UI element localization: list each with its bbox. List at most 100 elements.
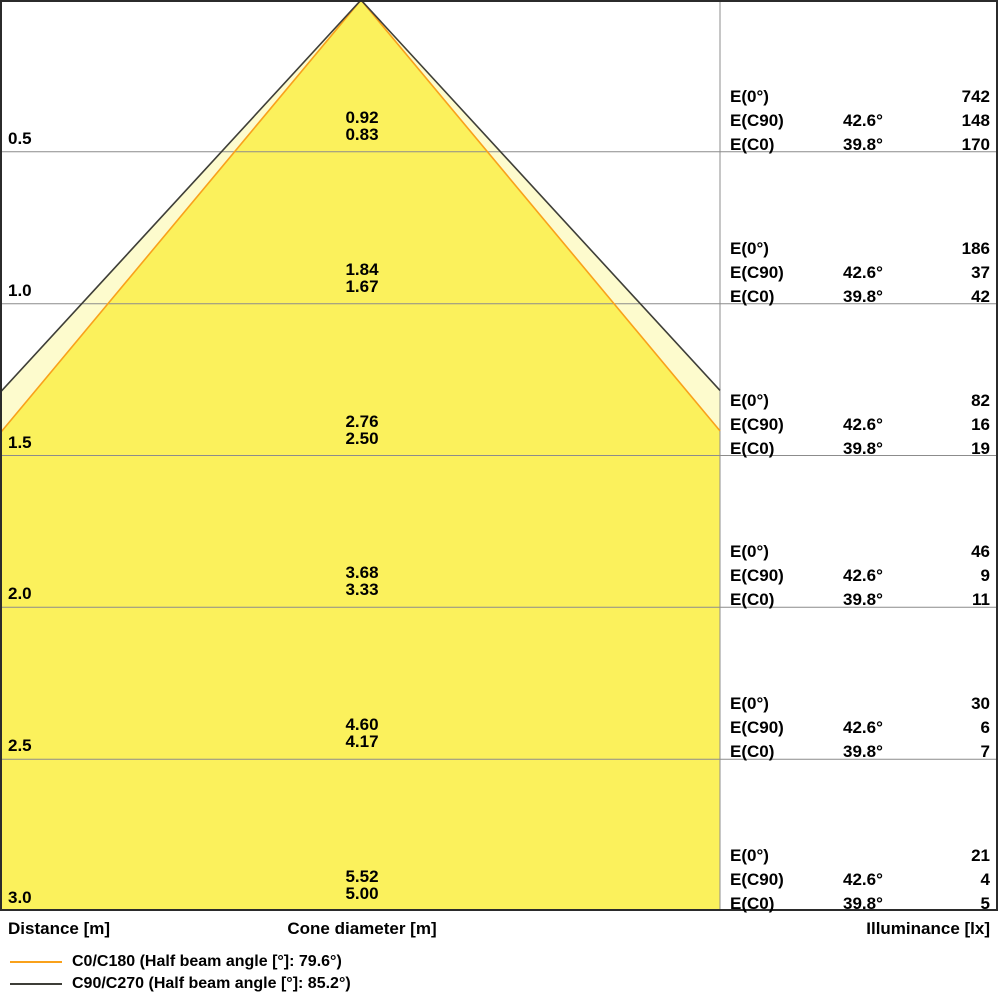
distance-label: 2.0 — [8, 584, 32, 604]
e0-label: E(0°) — [730, 694, 769, 714]
ec90-row: E(C90) 42.6° 4 — [730, 868, 990, 892]
e0-angle — [843, 85, 928, 109]
ec0-angle: 39.8° — [843, 438, 883, 458]
ec90-angle: 42.6° — [843, 262, 883, 282]
ec90-label: E(C90) — [730, 718, 784, 738]
ec90-row: E(C90) 42.6° 6 — [730, 716, 990, 740]
ec0-label: E(C0) — [730, 438, 775, 458]
diameter-c90-value: 4.60 — [345, 715, 379, 735]
c90c270-line-swatch — [10, 983, 62, 985]
distance-label: 0.5 — [8, 128, 32, 148]
legend-label: C0/C180 (Half beam angle [°]: 79.6°) — [72, 953, 342, 970]
ec0-row: E(C0) 39.8° 11 — [730, 588, 990, 612]
ec90-value: 16 — [971, 414, 990, 434]
ec90-row: E(C90) 42.6° 16 — [730, 413, 990, 437]
illuminance-block: E(0°) 82 E(C90) 42.6° 16 E(C0) 39.8° 19 — [730, 389, 990, 461]
ec0-value: 170 — [961, 134, 990, 154]
e0-label: E(0°) — [730, 542, 769, 562]
illuminance-block: E(0°) 46 E(C90) 42.6° 9 E(C0) 39.8° 11 — [730, 540, 990, 612]
ec0-row: E(C0) 39.8° 42 — [730, 285, 990, 309]
distance-label: 3.0 — [8, 888, 32, 907]
cone-c90-edge-right — [360, 0, 721, 391]
ec0-label: E(C0) — [730, 590, 775, 610]
cone-diameter-values: 5.52 5.00 — [262, 868, 462, 902]
cone-diagram-chart: 0.5 0.92 0.83 E(0°) 742 E(C90) 42.6° 148 E(C0) 39… — [0, 0, 998, 913]
ec0-value: 5 — [980, 894, 990, 913]
ec90-row: E(C90) 42.6° 37 — [730, 261, 990, 285]
ec90-value: 9 — [980, 566, 990, 586]
ec90-label: E(C90) — [730, 566, 784, 586]
ec90-angle: 42.6° — [843, 110, 883, 130]
ec0-value: 7 — [980, 742, 990, 762]
ec0-value: 19 — [971, 438, 990, 458]
ec90-row: E(C90) 42.6° 9 — [730, 564, 990, 588]
gridlines — [0, 151, 998, 760]
cone-c90-edge-left — [0, 0, 362, 394]
cone-plot — [0, 0, 998, 911]
e0-label: E(0°) — [730, 86, 769, 106]
ec0-label: E(C0) — [730, 286, 775, 306]
diameter-c90-value: 0.92 — [345, 107, 379, 127]
ec90-label: E(C90) — [730, 870, 784, 889]
ec0-label: E(C0) — [730, 134, 775, 154]
legend-label: C90/C270 (Half beam angle [°]: 85.2°) — [72, 975, 351, 992]
e0-row: E(0°) 186 — [730, 237, 990, 261]
e0-row: E(0°) 46 — [730, 540, 990, 564]
e0-angle — [843, 692, 928, 716]
diameter-c90-value: 3.68 — [345, 563, 379, 583]
illuminance-block: E(0°) 186 E(C90) 42.6° 37 E(C0) 39.8° 42 — [730, 237, 990, 309]
e0-label: E(0°) — [730, 390, 769, 410]
e0-value: 82 — [971, 390, 990, 410]
cone-diameter-values: 1.84 1.67 — [262, 261, 462, 295]
e0-angle — [843, 540, 928, 564]
cone-diameter-values: 2.76 2.50 — [262, 413, 462, 447]
c0c180-line-swatch — [10, 961, 62, 963]
illuminance-block: E(0°) 21 E(C90) 42.6° 4 E(C0) 39.8° 5 — [730, 844, 990, 916]
ec90-label: E(C90) — [730, 110, 784, 130]
diameter-c0-value: 3.33 — [345, 580, 379, 600]
ec90-angle: 42.6° — [843, 870, 883, 889]
axis-caption-row: Distance [m] Cone diameter [m] Illuminan… — [0, 919, 998, 939]
ec0-label: E(C0) — [730, 742, 775, 762]
cone-c0-edge-right — [360, 0, 721, 432]
ec0-row: E(C0) 39.8° 19 — [730, 437, 990, 461]
cone-c0-edge-left — [0, 0, 362, 434]
e0-row: E(0°) 21 — [730, 844, 990, 868]
ec90-value: 6 — [980, 718, 990, 738]
ec0-angle: 39.8° — [843, 286, 883, 306]
e0-value: 30 — [971, 694, 990, 714]
cone-diameter-values: 3.68 3.33 — [262, 564, 462, 598]
ec90-angle: 42.6° — [843, 414, 883, 434]
ec0-angle: 39.8° — [843, 134, 883, 154]
legend: C0/C180 (Half beam angle [°]: 79.6°) C90… — [10, 951, 351, 995]
illuminance-block: E(0°) 30 E(C90) 42.6° 6 E(C0) 39.8° 7 — [730, 692, 990, 764]
cone-diameter-values: 4.60 4.17 — [262, 716, 462, 750]
diameter-c0-value: 5.00 — [345, 884, 379, 903]
ec0-angle: 39.8° — [843, 894, 883, 913]
ec0-value: 11 — [972, 590, 990, 610]
legend-entry-c0c180: C0/C180 (Half beam angle [°]: 79.6°) — [10, 951, 351, 973]
e0-angle — [843, 844, 928, 868]
diameter-c0-value: 2.50 — [345, 428, 379, 448]
e0-angle — [843, 237, 928, 261]
ec0-row: E(C0) 39.8° 5 — [730, 892, 990, 916]
ec90-value: 37 — [971, 262, 990, 282]
chart-border — [0, 0, 998, 911]
ec90-value: 4 — [980, 870, 990, 889]
e0-value: 46 — [971, 542, 990, 562]
ec90-row: E(C90) 42.6° 148 — [730, 109, 990, 133]
ec90-label: E(C90) — [730, 414, 784, 434]
diameter-c90-value: 2.76 — [345, 411, 379, 431]
distance-axis-label: Distance [m] — [8, 919, 111, 938]
ec0-row: E(C0) 39.8° 7 — [730, 740, 990, 764]
ec90-angle: 42.6° — [843, 718, 883, 738]
ec0-value: 42 — [971, 286, 990, 306]
distance-label: 2.5 — [8, 736, 32, 756]
diameter-c0-value: 4.17 — [345, 732, 379, 752]
illuminance-axis-label: Illuminance [lx] — [866, 919, 990, 938]
ec0-angle: 39.8° — [843, 742, 883, 762]
diameter-c90-value: 1.84 — [345, 259, 379, 279]
e0-value: 186 — [961, 238, 990, 258]
ec90-label: E(C90) — [730, 262, 784, 282]
e0-angle — [843, 389, 928, 413]
